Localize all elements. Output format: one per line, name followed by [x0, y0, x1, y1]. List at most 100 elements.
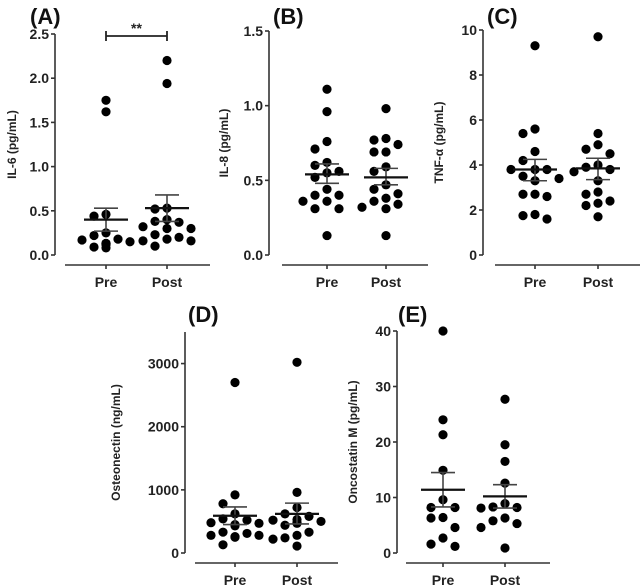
data-point: [218, 527, 228, 537]
x-tick-label: Post: [282, 572, 313, 587]
data-point: [174, 217, 184, 227]
x-tick-label: Post: [152, 274, 183, 290]
data-point: [162, 55, 172, 66]
data-point: [322, 107, 332, 117]
data-point: [581, 200, 591, 211]
data-point: [369, 196, 379, 206]
data-point: [381, 204, 391, 214]
data-point: [438, 533, 448, 543]
data-point: [518, 171, 528, 181]
y-tick-label: 20: [375, 434, 391, 450]
y-tick-label: 8: [469, 67, 477, 83]
data-point: [542, 191, 552, 202]
data-point: [292, 357, 302, 367]
data-point: [230, 377, 240, 388]
data-point: [125, 237, 135, 247]
data-point: [310, 144, 320, 154]
data-point: [605, 164, 615, 175]
data-point: [174, 232, 184, 242]
data-point: [298, 196, 308, 206]
data-point: [162, 78, 172, 89]
data-point: [518, 189, 528, 199]
panel-d: (D) 0 1000 2000 3000 Osteonectin (ng/mL) Pre Po…: [109, 302, 338, 587]
data-point: [101, 95, 111, 105]
data-point: [554, 173, 564, 184]
y-tick-label: 2.5: [30, 26, 50, 42]
data-point: [581, 162, 591, 172]
y-axis-title: IL-6 (pg/mL): [5, 110, 19, 179]
x-tick-label: Pre: [316, 274, 339, 290]
data-point: [322, 157, 332, 168]
data-point: [186, 236, 196, 246]
data-point: [506, 164, 516, 175]
data-point: [242, 528, 252, 539]
y-tick-label: 6: [469, 112, 477, 128]
data-point: [334, 204, 344, 214]
data-point: [450, 522, 460, 533]
y-tick-label: 3000: [148, 356, 179, 372]
data-point: [381, 104, 391, 114]
data-point: [89, 242, 99, 252]
data-point: [512, 518, 522, 529]
data-point: [89, 211, 99, 221]
data-point: [500, 543, 510, 553]
panel-b: (B) 0.0 0.5 1.0 1.5 IL-8 (pg/mL) Pre Post: [217, 4, 428, 290]
series-post: [138, 55, 196, 251]
y-tick-label: 2000: [148, 419, 179, 435]
data-point: [310, 160, 320, 170]
data-point: [500, 440, 510, 450]
data-point: [593, 128, 603, 139]
data-point: [310, 190, 320, 200]
data-point: [530, 124, 540, 134]
data-point: [310, 204, 320, 214]
data-point: [381, 147, 391, 157]
data-point: [500, 456, 510, 467]
data-point: [593, 212, 603, 222]
series-pre: [298, 84, 349, 241]
data-point: [593, 176, 603, 186]
y-axis-title: Osteonectin (ng/mL): [109, 384, 123, 501]
data-point: [488, 502, 498, 512]
data-point: [254, 530, 264, 540]
panel-e: (E) 0 10 20 30 40 Oncostatin M (pg/mL) Pre Post: [346, 302, 550, 587]
data-point: [426, 513, 436, 523]
data-point: [162, 234, 172, 244]
y-axis-title: IL-8 (pg/mL): [217, 109, 231, 178]
data-point: [500, 513, 510, 523]
y-tick-label: 0.5: [244, 172, 264, 188]
data-point: [162, 223, 172, 234]
x-tick-label: Pre: [432, 572, 455, 587]
y-tick-label: 0.0: [244, 247, 264, 263]
data-point: [280, 520, 290, 530]
y-axis-title: Oncostatin M (pg/mL): [346, 380, 360, 503]
y-tick-label: 10: [375, 490, 391, 506]
y-tick-label: 0: [171, 545, 179, 561]
y-tick-label: 30: [375, 379, 391, 395]
data-point: [518, 155, 528, 166]
data-point: [605, 149, 615, 159]
data-point: [593, 187, 603, 197]
y-tick-label: 10: [461, 22, 477, 38]
data-point: [393, 199, 403, 209]
data-point: [138, 236, 148, 246]
data-point: [381, 193, 391, 203]
data-point: [322, 184, 332, 194]
data-point: [101, 243, 111, 253]
data-point: [605, 196, 615, 206]
series-pre: [421, 326, 465, 551]
panel-label: (B): [273, 4, 304, 29]
data-point: [500, 394, 510, 404]
data-point: [381, 133, 391, 144]
series-pre: [506, 41, 564, 224]
y-tick-label: 1.0: [30, 159, 50, 175]
data-point: [438, 415, 448, 425]
data-point: [426, 539, 436, 549]
data-point: [113, 234, 123, 244]
data-point: [530, 41, 540, 51]
y-tick-label: 4: [469, 157, 477, 173]
panel-label: (C): [487, 4, 518, 29]
data-point: [518, 128, 528, 139]
data-point: [393, 189, 403, 199]
x-tick-label: Pre: [524, 274, 547, 290]
